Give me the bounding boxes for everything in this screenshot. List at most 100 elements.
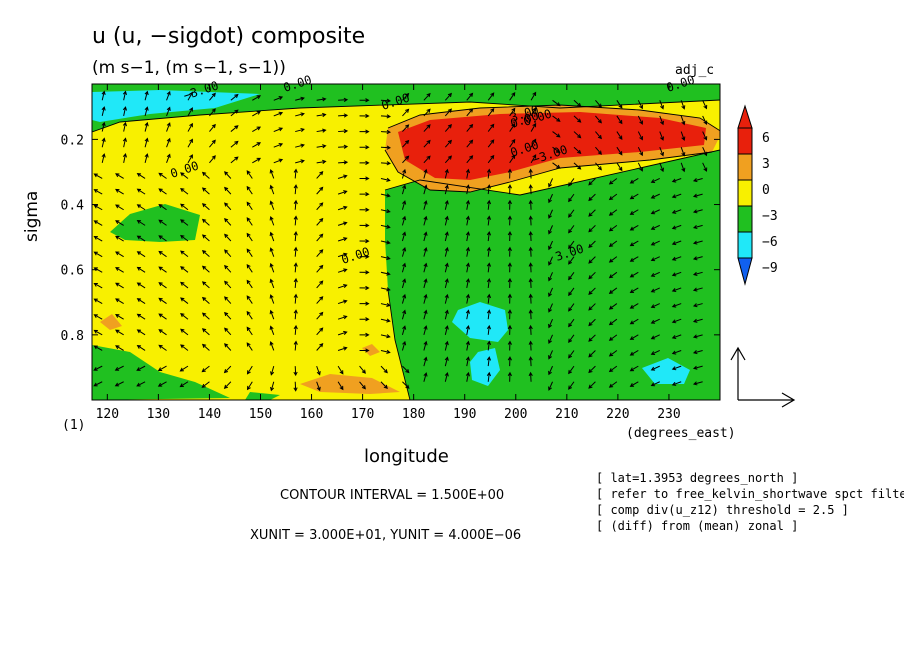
vector-arrow [692,365,703,370]
vector-arrow [380,318,391,323]
vector-arrow [359,285,370,291]
vector-arrow [548,319,553,329]
vector-arrow [548,240,553,251]
vector-arrow [316,112,327,118]
vector-arrow [629,318,639,325]
vector-arrow [337,381,344,391]
note-filter: [ refer to free_kelvin_shortwave spct fi… [596,487,904,501]
vector-arrow [637,162,643,172]
orange-region-bottom [300,374,400,394]
vector-arrow [158,344,167,351]
vector-arrow [187,154,193,164]
vector-arrow [316,280,324,289]
vector-arrow [444,325,449,335]
vector-arrow [608,178,618,185]
vector-arrow [273,158,284,164]
vector-arrow [616,146,623,156]
vector-arrow [650,350,660,356]
vector-arrow [158,203,167,211]
x-tick-label: 220 [606,407,629,422]
vector-arrow [692,256,703,261]
vector-arrow [573,131,582,139]
vector-arrow [528,340,533,351]
vector-arrow [359,348,370,353]
x-tick-label: 150 [249,407,272,422]
vector-arrow [650,240,660,246]
vector-arrow [650,365,660,371]
vector-arrow [692,209,703,214]
vector-arrow [380,381,388,390]
run-tag: adj_c [675,63,715,78]
vector-arrow [93,220,103,226]
vector-arrow [608,318,618,326]
vector-arrow [337,299,348,305]
vector-arrow [252,95,262,101]
vector-arrow [608,334,618,341]
vector-arrow [692,303,703,308]
vector-arrow [528,215,533,226]
vector-arrow [423,168,428,179]
vector-arrow [380,114,392,119]
vector-arrow [423,92,431,101]
vector-arrow [269,278,275,289]
vector-arrow [444,168,449,179]
vector-arrow [122,90,128,101]
vector-arrow [158,188,167,195]
vector-arrow [209,123,216,132]
vector-arrow [466,155,474,164]
vector-arrow [158,282,167,289]
vector-arrow [158,235,167,242]
vector-arrow [101,121,106,132]
vector-arrow [671,256,682,261]
vector-arrow [337,315,348,320]
vector-arrow [246,232,253,242]
vector-arrow [568,272,575,281]
vector-arrow [588,240,596,249]
vector-arrow [423,356,428,367]
vector-arrow [423,231,428,242]
vector-arrow [402,108,410,117]
vector-arrow [608,381,618,388]
vector-arrow [359,98,370,103]
vector-arrow [487,107,495,117]
vector-arrow [692,334,703,339]
vector-arrow [608,287,618,294]
vector-arrow [465,278,471,289]
reference-vector [730,346,796,408]
vector-arrow [337,330,348,336]
vector-arrow [158,219,167,226]
plot-frame [91,83,721,401]
vector-arrow [530,138,537,148]
vector-arrow [187,122,193,132]
vector-arrow [637,146,643,157]
vector-arrow [507,340,512,351]
y-tick-label: 0.4 [61,199,85,214]
vector-arrow [93,314,103,320]
vector-arrow [401,262,407,273]
vector-arrow [528,184,533,195]
vector-arrow [114,365,124,371]
vector-arrow [359,332,370,338]
vector-arrow [93,381,103,387]
vector-arrow [380,145,392,150]
vector-arrow [338,160,349,165]
colorbar-level-label: 3 [762,157,770,172]
vector-arrow [616,162,623,172]
vector-arrow [659,162,664,173]
vector-arrow [486,356,492,367]
contour-line-zero-east [384,149,720,196]
vector-arrow [136,235,146,242]
vector-arrow [465,231,471,242]
vector-arrow [401,200,407,210]
vector-arrow [466,92,474,101]
vector-arrow [144,90,149,101]
vector-arrow [144,137,149,148]
vector-arrow [466,139,474,148]
vector-arrow [359,145,370,150]
vector-arrow [337,190,348,195]
vector-arrow [337,205,348,211]
vector-arrow [423,340,428,351]
vector-arrow [337,252,348,258]
vector-arrow [338,113,349,118]
vector-arrow [230,140,239,148]
